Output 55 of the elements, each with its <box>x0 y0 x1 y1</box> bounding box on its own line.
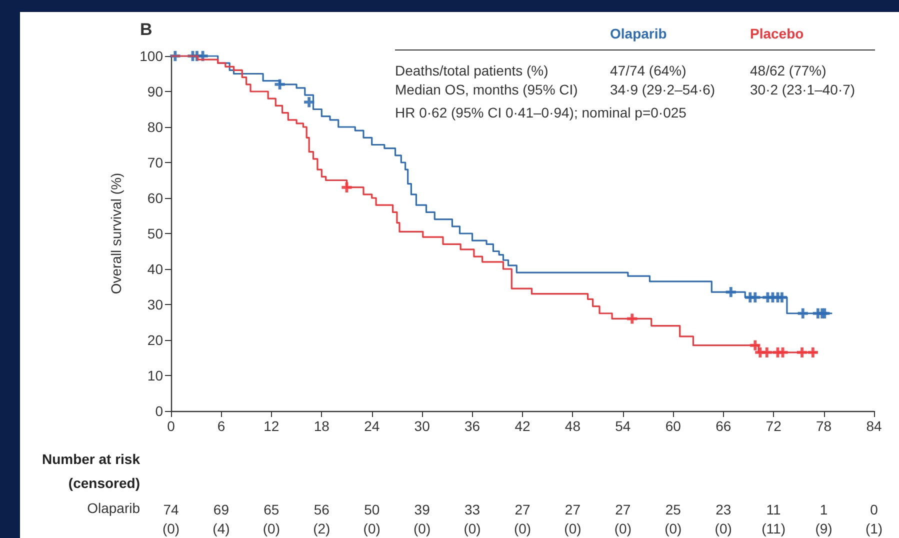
x-tick-label: 54 <box>615 418 631 434</box>
text: Olaparib <box>610 26 667 42</box>
text: 65 (0) <box>262 502 280 536</box>
y-axis-title: Overall survival (%) <box>108 172 124 294</box>
x-tick-label: 0 <box>167 418 176 434</box>
text: 27 (0) <box>614 502 632 536</box>
y-tick-label: 100 <box>140 48 164 64</box>
text: 25 (0) <box>664 502 682 536</box>
annotation: 48/62 (77%) <box>750 62 826 78</box>
text: Number at risk <box>42 451 140 467</box>
chart-title: B <box>140 20 152 39</box>
x-tick-label: 24 <box>364 418 380 434</box>
x-tick-label: 48 <box>564 418 581 434</box>
text: 39 (0) <box>414 502 431 536</box>
x-tick-label: 42 <box>514 418 530 434</box>
text: Olaparib <box>87 500 140 516</box>
text: 56 (2) <box>313 502 330 536</box>
y-tick-label: 10 <box>147 368 164 384</box>
x-tick-label: 78 <box>816 418 832 434</box>
y-tick-label: 50 <box>147 226 164 242</box>
x-tick-label: 18 <box>314 418 330 434</box>
x-tick-label: 6 <box>217 418 226 434</box>
annotation: HR 0·62 (95% CI 0·41–0·94); nominal p=0·025 <box>395 104 687 120</box>
y-tick-label: 60 <box>147 190 164 206</box>
text: 50 (0) <box>363 502 380 536</box>
annotation: 30·2 (23·1–40·7) <box>750 82 856 98</box>
x-tick-label: 12 <box>264 418 280 434</box>
annotation: Deaths/total patients (%) <box>395 62 548 78</box>
text: 27 (0) <box>514 502 532 536</box>
text: 33 (0) <box>464 502 481 536</box>
x-tick-label: 36 <box>464 418 480 434</box>
text: (censored) <box>68 475 140 491</box>
x-tick-label: 60 <box>665 418 682 434</box>
text: Placebo <box>750 26 804 42</box>
y-tick-label: 70 <box>147 154 164 170</box>
text: 11 (11) <box>762 502 786 536</box>
y-tick-label: 90 <box>147 84 164 100</box>
annotation: 34·9 (29·2–54·6) <box>610 82 716 98</box>
text: 27 (0) <box>564 502 582 536</box>
text: 0 (1) <box>865 502 883 536</box>
annotation: 47/74 (64%) <box>610 62 686 78</box>
y-tick-label: 40 <box>147 261 164 277</box>
annotation: Median OS, months (95% CI) <box>395 82 578 98</box>
text: 23 (0) <box>714 502 732 536</box>
x-tick-label: 30 <box>414 418 430 434</box>
text: 1 (9) <box>815 502 832 536</box>
y-tick-label: 80 <box>147 119 164 135</box>
x-tick-label: 66 <box>716 418 732 434</box>
x-tick-label: 84 <box>866 418 882 434</box>
text: 69 (4) <box>212 502 230 536</box>
y-tick-label: 20 <box>147 332 164 348</box>
y-tick-label: 30 <box>147 296 164 312</box>
text: 74 (0) <box>162 502 180 536</box>
x-tick-label: 72 <box>766 418 782 434</box>
y-tick-label: 0 <box>155 403 164 419</box>
